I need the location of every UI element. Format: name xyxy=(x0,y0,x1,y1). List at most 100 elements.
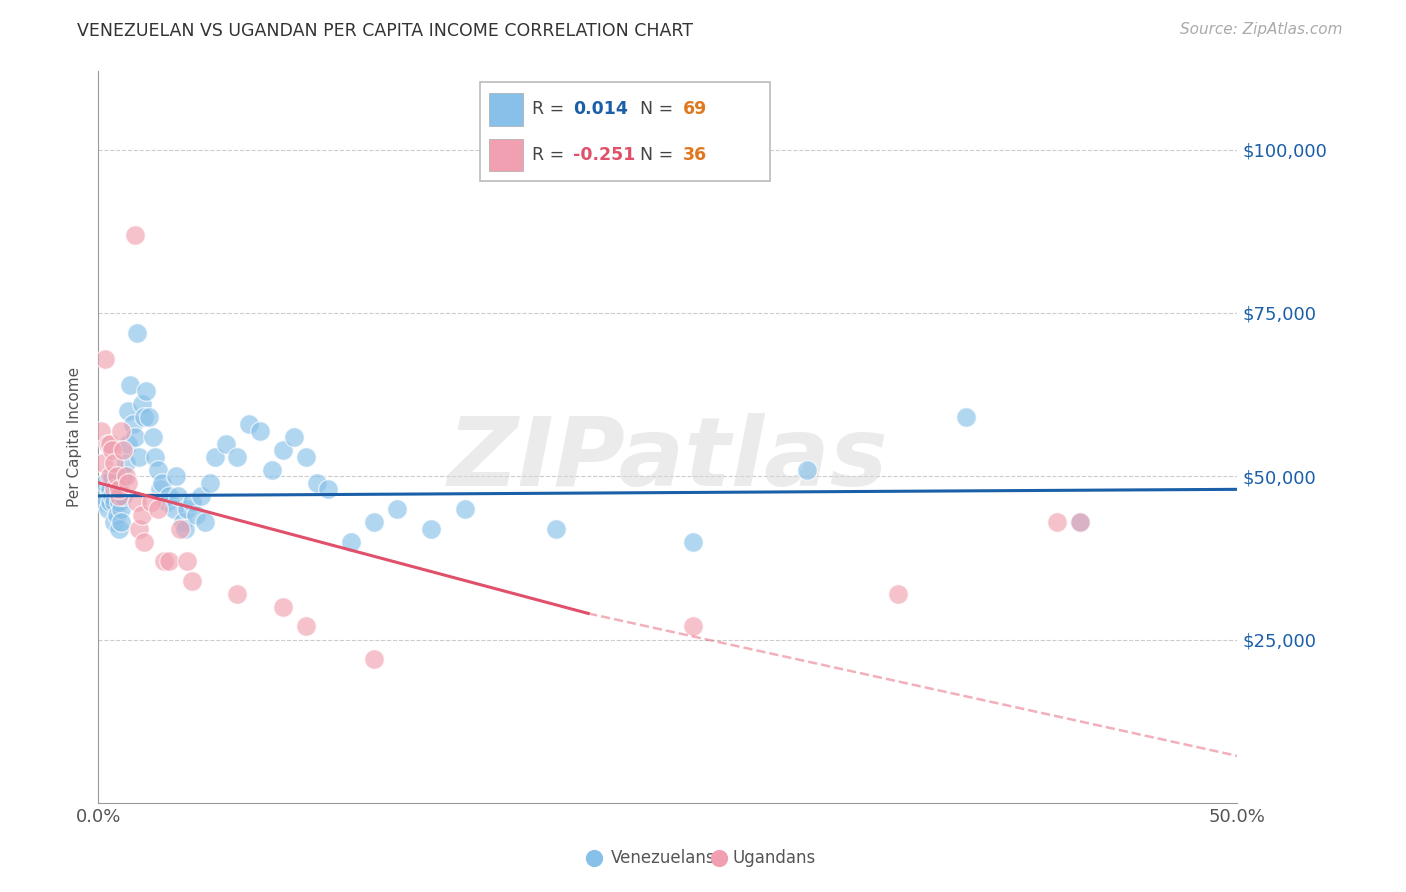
Point xyxy=(120,377,142,392)
Point xyxy=(98,483,121,497)
Point xyxy=(135,384,157,399)
Point xyxy=(105,483,128,497)
Point xyxy=(157,554,180,568)
Point xyxy=(215,436,238,450)
Point xyxy=(955,410,977,425)
Point xyxy=(101,469,124,483)
Text: Venezuelans: Venezuelans xyxy=(612,848,716,867)
Point xyxy=(103,483,125,497)
Point xyxy=(180,495,202,509)
Point xyxy=(363,652,385,666)
Point xyxy=(101,443,124,458)
Point xyxy=(110,502,132,516)
Point xyxy=(176,554,198,568)
Point xyxy=(98,436,121,450)
Point xyxy=(1069,515,1091,529)
Point xyxy=(1078,796,1101,810)
Point xyxy=(112,489,135,503)
Point xyxy=(110,424,132,438)
Point xyxy=(108,489,131,503)
Point xyxy=(271,443,294,458)
Point xyxy=(226,587,249,601)
Point xyxy=(307,475,329,490)
Point xyxy=(98,495,121,509)
Text: VENEZUELAN VS UGANDAN PER CAPITA INCOME CORRELATION CHART: VENEZUELAN VS UGANDAN PER CAPITA INCOME … xyxy=(77,22,693,40)
Point xyxy=(127,326,149,340)
Point xyxy=(167,489,190,503)
Point xyxy=(112,469,135,483)
Point xyxy=(294,450,316,464)
Point xyxy=(117,475,139,490)
Point xyxy=(385,502,408,516)
Point xyxy=(90,424,112,438)
Point xyxy=(114,456,136,470)
Point xyxy=(194,515,217,529)
Point xyxy=(117,436,139,450)
Point xyxy=(682,534,704,549)
Point xyxy=(226,450,249,464)
Point xyxy=(149,483,172,497)
Point xyxy=(117,404,139,418)
Point xyxy=(91,456,114,470)
Point xyxy=(796,463,818,477)
Point xyxy=(103,515,125,529)
Point xyxy=(94,475,117,490)
Point xyxy=(96,502,118,516)
Point xyxy=(198,475,221,490)
Point xyxy=(96,436,118,450)
Point xyxy=(94,351,117,366)
Point xyxy=(249,424,271,438)
Point xyxy=(131,508,153,523)
Point xyxy=(186,508,208,523)
Point xyxy=(420,521,443,535)
Point xyxy=(454,502,477,516)
Point xyxy=(121,417,143,431)
Point xyxy=(124,430,146,444)
Point xyxy=(108,483,131,497)
Point xyxy=(180,574,202,588)
Point xyxy=(150,475,173,490)
Point xyxy=(294,619,316,633)
Point xyxy=(124,227,146,242)
Point xyxy=(108,495,131,509)
Point xyxy=(138,410,160,425)
Point xyxy=(114,469,136,483)
Point xyxy=(887,587,910,601)
Point xyxy=(1046,515,1069,529)
Point xyxy=(156,495,179,509)
Point xyxy=(176,502,198,516)
Point xyxy=(105,469,128,483)
Point xyxy=(145,450,167,464)
Point xyxy=(318,483,340,497)
Point xyxy=(363,515,385,529)
Point xyxy=(146,463,169,477)
Point xyxy=(157,489,180,503)
Point xyxy=(682,619,704,633)
Point xyxy=(1069,515,1091,529)
Point xyxy=(128,521,150,535)
Point xyxy=(131,397,153,411)
Point xyxy=(260,463,283,477)
Point xyxy=(142,430,165,444)
Point xyxy=(271,599,294,614)
Point xyxy=(105,508,128,523)
Point xyxy=(128,450,150,464)
Point xyxy=(190,489,212,503)
Text: Ugandans: Ugandans xyxy=(733,848,815,867)
Y-axis label: Per Capita Income: Per Capita Income xyxy=(67,367,83,508)
Point xyxy=(103,495,125,509)
Point xyxy=(546,521,568,535)
Point xyxy=(103,456,125,470)
Point xyxy=(169,521,191,535)
Point xyxy=(101,489,124,503)
Point xyxy=(165,469,187,483)
Point xyxy=(98,469,121,483)
Point xyxy=(283,430,305,444)
Point xyxy=(153,554,176,568)
Point xyxy=(139,495,162,509)
Point xyxy=(340,534,363,549)
Point xyxy=(204,450,226,464)
Point xyxy=(110,515,132,529)
Point xyxy=(127,495,149,509)
Point xyxy=(112,443,135,458)
